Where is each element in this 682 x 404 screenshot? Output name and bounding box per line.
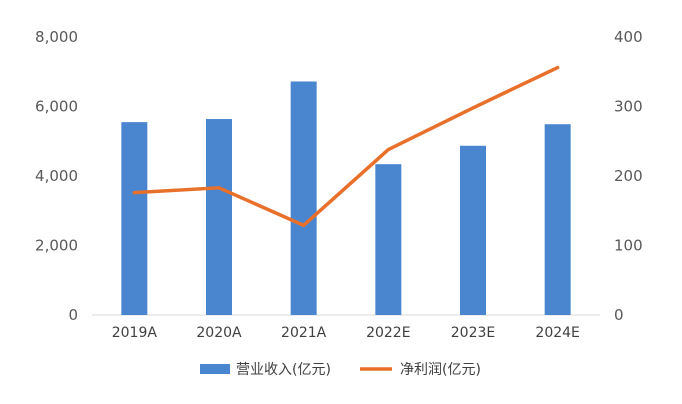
revenue-bar <box>291 81 317 315</box>
revenue-bar <box>545 124 571 315</box>
x-tick-label: 2020A <box>196 325 242 341</box>
right-y-tick-label: 100 <box>614 237 643 255</box>
left-y-tick-label: 0 <box>68 306 78 324</box>
left-y-axis: 0 2,000 4,000 6,000 8,000 <box>35 28 78 324</box>
net-profit-line <box>134 68 557 226</box>
right-y-tick-label: 300 <box>614 98 643 116</box>
revenue-bar <box>375 164 401 315</box>
line-series <box>134 68 557 226</box>
right-y-tick-label: 200 <box>614 167 643 185</box>
right-y-tick-label: 400 <box>614 28 643 46</box>
revenue-bar <box>460 146 486 315</box>
x-tick-label: 2023E <box>451 325 495 341</box>
legend-label-revenue: 营业收入(亿元) <box>236 362 331 378</box>
left-y-tick-label: 8,000 <box>35 28 78 46</box>
revenue-bar <box>206 119 232 315</box>
left-y-tick-label: 6,000 <box>35 98 78 116</box>
right-y-axis: 0 100 200 300 400 <box>614 28 643 324</box>
revenue-bar <box>121 122 147 315</box>
bar-series <box>121 81 570 315</box>
x-axis: 2019A 2020A 2021A 2022E 2023E 2024E <box>112 325 580 341</box>
left-y-tick-label: 2,000 <box>35 237 78 255</box>
right-y-tick-label: 0 <box>614 306 624 324</box>
x-tick-label: 2022E <box>366 325 410 341</box>
legend-label-net-profit: 净利润(亿元) <box>400 362 481 378</box>
x-tick-label: 2019A <box>112 325 158 341</box>
legend: 营业收入(亿元) 净利润(亿元) <box>200 362 481 378</box>
legend-swatch-revenue <box>200 364 230 374</box>
left-y-tick-label: 4,000 <box>35 167 78 185</box>
x-tick-label: 2021A <box>281 325 327 341</box>
x-tick-label: 2024E <box>535 325 579 341</box>
